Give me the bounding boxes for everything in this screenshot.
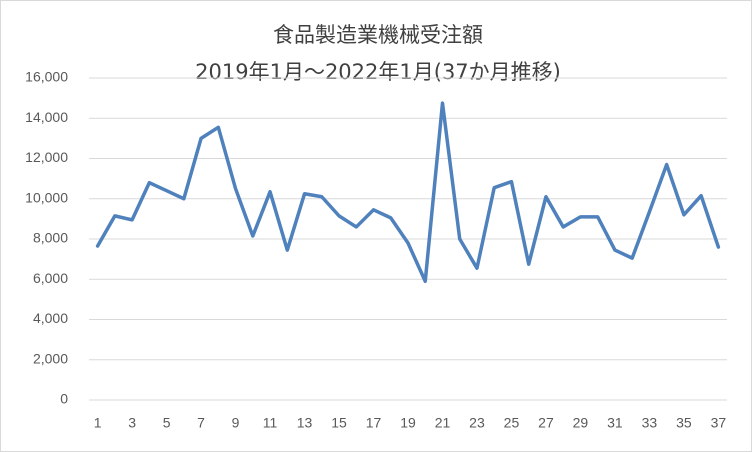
x-tick-label: 21 [435,415,451,431]
x-tick-label: 17 [366,415,382,431]
x-tick-label: 29 [573,415,589,431]
y-tick-label: 12,000 [25,149,68,165]
series-line [95,101,721,284]
x-tick-label: 23 [469,415,485,431]
x-tick-label: 19 [400,415,416,431]
chart-subtitle: 2019年1月～2022年1月(37か月推移) [195,60,561,84]
x-tick-label: 31 [607,415,623,431]
x-tick-label: 9 [232,415,240,431]
y-tick-label: 0 [60,391,68,407]
x-tick-label: 27 [538,415,554,431]
x-tick-label: 7 [197,415,205,431]
y-tick-label: 2,000 [33,350,68,366]
x-tick-label: 11 [263,415,278,431]
x-tick-label: 35 [676,415,692,431]
x-tick-label: 3 [128,415,136,431]
y-tick-label: 6,000 [33,270,68,286]
x-tick-label: 13 [297,415,313,431]
x-tick-label: 15 [331,415,347,431]
y-tick-label: 16,000 [25,69,68,85]
y-tick-label: 10,000 [25,189,68,205]
x-tick-label: 25 [504,415,520,431]
x-tick-label: 5 [163,415,171,431]
chart-title: 食品製造業機械受注額 [273,23,483,47]
x-tick-label: 1 [94,415,102,431]
y-tick-label: 14,000 [25,109,68,125]
x-tick-label: 33 [642,415,658,431]
y-tick-label: 4,000 [33,310,68,326]
x-tick-label: 37 [711,415,727,431]
y-tick-label: 8,000 [33,230,68,246]
